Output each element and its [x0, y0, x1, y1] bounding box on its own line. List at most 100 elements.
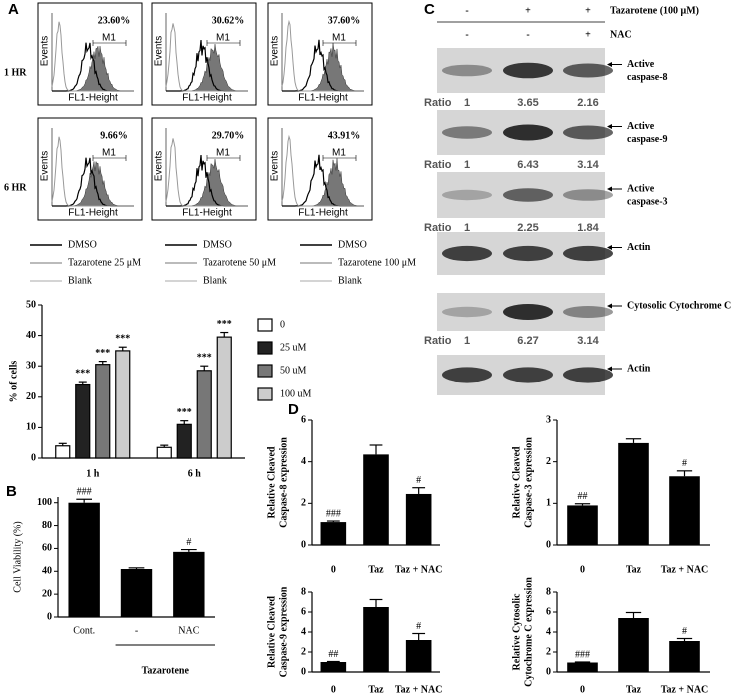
axis-label: FL1-Height	[182, 208, 232, 219]
percentage: 43.91%	[328, 130, 361, 141]
legend-label: DMSO	[203, 239, 232, 250]
blot-band	[563, 189, 613, 201]
chart: 0 2 4 6 8 Relative Cytosolic Cytochrome C expr…	[511, 577, 710, 695]
bar	[55, 445, 71, 459]
y-tick-label: 8	[301, 586, 306, 597]
axis-label: Events	[154, 36, 165, 67]
bar	[196, 370, 212, 459]
ratio: 1	[464, 159, 470, 171]
legend-swatch	[257, 364, 273, 378]
x-tick-label: -	[135, 625, 138, 636]
annotation: ***	[95, 348, 110, 359]
y-tick-label: 1	[546, 498, 551, 509]
ratio: 3.65	[517, 97, 538, 109]
bar	[75, 383, 91, 459]
blot-label: Active	[627, 59, 655, 70]
y-tick-label: 0	[47, 611, 52, 622]
y-tick-label: 2	[301, 646, 306, 657]
legend-label: DMSO	[338, 239, 367, 250]
ratio: 3.14	[577, 159, 599, 171]
bar	[216, 336, 232, 459]
blot-label: caspase-3	[627, 196, 668, 207]
blot-band	[442, 306, 492, 318]
treatment-sign: +	[585, 5, 591, 16]
axis-label: Events	[270, 36, 281, 67]
arrow-head	[607, 124, 612, 129]
legend-label: Tazarotene 25 μM	[68, 257, 141, 268]
chart: 0 2 4 6 8 Relative Cleaved Caspase-9 expressio…	[266, 586, 442, 695]
gate-label: M1	[332, 33, 346, 44]
y-axis-label: Caspase-9 expression	[278, 586, 289, 677]
x-tick-label: Taz	[626, 564, 642, 575]
annotation: #	[416, 621, 421, 632]
x-tick-label: 0	[331, 684, 336, 695]
treatment-sign: +	[525, 5, 531, 16]
legend-label: Blank	[68, 275, 92, 286]
x-tick-label: Taz	[368, 684, 384, 695]
legend-swatch	[257, 387, 273, 401]
legend-swatch	[257, 318, 273, 332]
blot-band	[442, 367, 492, 383]
x-tick-label: 0	[580, 684, 585, 695]
annotation: ##	[578, 491, 588, 502]
bar	[669, 641, 700, 672]
treatment-sign: -	[526, 29, 529, 40]
panel-label: A	[8, 1, 19, 18]
treatment-sign: +	[585, 29, 591, 40]
y-axis-label: Cell Viability (%)	[12, 521, 23, 592]
bar	[405, 640, 432, 672]
bar	[320, 662, 347, 672]
y-tick-label: 0	[546, 539, 551, 550]
y-tick-label: 50	[26, 299, 36, 310]
chart: 0 20 40 60 80 100 Cell Viability (%) Cont. ### - N…	[12, 487, 215, 676]
y-axis-label: % of cells	[8, 361, 19, 403]
y-tick-label: 100	[37, 497, 52, 508]
arrow-head	[607, 245, 612, 250]
ratio-label: Ratio	[424, 159, 452, 171]
bar	[363, 607, 389, 672]
ratio: 1.84	[577, 222, 599, 234]
blot-band	[563, 245, 613, 262]
percentage: 29.70%	[212, 130, 245, 141]
x-tick-label: Taz	[626, 684, 642, 695]
legend-label: DMSO	[68, 239, 97, 250]
bar	[567, 662, 598, 672]
x-tick-label: 0	[580, 564, 585, 575]
bar	[567, 505, 598, 545]
y-tick-label: 4	[546, 626, 551, 637]
legend-label: Blank	[338, 275, 362, 286]
y-tick-label: 4	[301, 456, 306, 467]
x-tick-label: Taz	[368, 564, 384, 575]
annotation: ###	[575, 649, 590, 660]
y-axis-label: Relative Cytosolic	[511, 593, 522, 670]
ratio: 3.14	[577, 335, 599, 347]
blot-label: Actin	[627, 363, 651, 374]
y-tick-label: 0	[31, 452, 36, 463]
ratio-label: Ratio	[424, 97, 452, 109]
ratio: 1	[464, 335, 470, 347]
y-axis-label: Relative Cleaved	[266, 596, 277, 668]
gate-label: M1	[216, 148, 230, 159]
ratio: 1	[464, 97, 470, 109]
x-tick-label: 1 h	[86, 468, 100, 479]
group-label: Tazarotene	[142, 665, 190, 676]
panel-label: C	[424, 1, 435, 18]
blot-band	[503, 188, 553, 202]
y-tick-label: 6	[301, 606, 306, 617]
panel-label: D	[288, 401, 299, 418]
percentage: 23.60%	[98, 15, 131, 26]
bar	[120, 569, 153, 617]
ratio: 2.25	[517, 222, 538, 234]
x-tick-label: 6 h	[188, 468, 202, 479]
y-tick-label: 2	[546, 646, 551, 657]
annotation: #	[682, 626, 687, 637]
x-tick-label: 0	[331, 564, 336, 575]
x-tick-label: Cont.	[73, 625, 95, 636]
y-tick-label: 20	[26, 391, 36, 402]
x-tick-label: Taz + NAC	[395, 564, 443, 575]
annotation: ***	[177, 407, 192, 418]
blot-band	[442, 64, 492, 77]
